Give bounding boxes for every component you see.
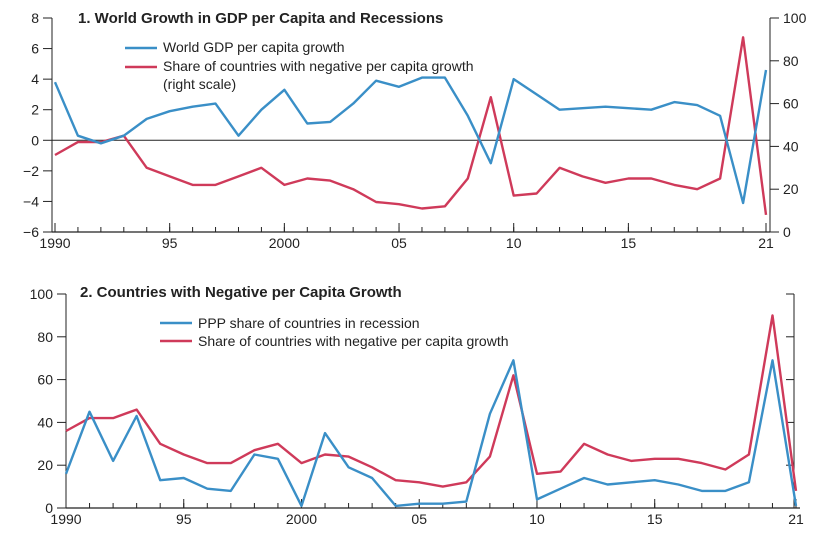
- panel-1-series: [53, 36, 768, 216]
- panel-1-left-tick-label: −6: [23, 224, 39, 240]
- panel-1-x-tick-label: 15: [621, 235, 637, 251]
- panel-1-x-tick-label: 2000: [269, 235, 300, 251]
- panel-2-left-tick-label: 40: [37, 414, 53, 430]
- panel-1-x-tick-label: 21: [758, 235, 774, 251]
- panel-1-right-tick-label: 40: [783, 138, 799, 154]
- panel-2-left-tick-label: 20: [37, 457, 53, 473]
- panel-2-x-tick-label: 21: [788, 511, 804, 527]
- series-line-world-gdp: [53, 69, 768, 205]
- series-line-share-negative: [54, 36, 768, 216]
- panel-2-x-tick-label: 10: [529, 511, 545, 527]
- panel-1-right-tick-label: 60: [783, 96, 799, 112]
- series-line-ppp-share: [64, 359, 798, 508]
- panel-2-legend: PPP share of countries in recession Shar…: [160, 315, 509, 349]
- panel-2-negative-growth: 2. Countries with Negative per Capita Gr…: [30, 284, 804, 527]
- panel-1-title: 1. World Growth in GDP per Capita and Re…: [78, 10, 443, 27]
- panel-1-x-tick-label: 1990: [39, 235, 70, 251]
- panel-2-x-tick-label: 95: [176, 511, 192, 527]
- panel-1-left-tick-label: −2: [23, 163, 39, 179]
- panel-1-left-tick-label: 2: [31, 102, 39, 118]
- panel-2-series: [64, 314, 798, 508]
- panel-1-left-tick-label: 0: [31, 132, 39, 148]
- panel-1-world-growth: 1. World Growth in GDP per Capita and Re…: [23, 10, 807, 251]
- panel-2-x-tick-label: 1990: [50, 511, 81, 527]
- panel-1-right-tick-label: 20: [783, 181, 799, 197]
- legend-label-share-negative-2: Share of countries with negative per cap…: [198, 333, 509, 349]
- panel-1-right-tick-label: 80: [783, 53, 799, 69]
- panel-2-left-tick-label: 80: [37, 329, 53, 345]
- panel-1-left-tick-label: 4: [31, 71, 39, 87]
- panel-1-left-tick-label: 6: [31, 41, 39, 57]
- legend-label-world-gdp: World GDP per capita growth: [163, 39, 345, 55]
- panel-1-x-tick-label: 10: [506, 235, 522, 251]
- panel-1-right-tick-label: 100: [783, 10, 807, 26]
- panel-1-left-tick-label: −4: [23, 193, 39, 209]
- legend-label-share-negative: Share of countries with negative per cap…: [163, 58, 474, 74]
- panel-2-left-tick-label: 0: [45, 500, 53, 516]
- legend-label-ppp-share: PPP share of countries in recession: [198, 315, 420, 331]
- panel-2-left-tick-label: 60: [37, 372, 53, 388]
- panel-2-title: 2. Countries with Negative per Capita Gr…: [80, 284, 402, 301]
- panel-2-left-tick-label: 100: [30, 286, 54, 302]
- legend-label-right-scale: (right scale): [163, 76, 236, 92]
- panel-1-left-tick-label: 8: [31, 10, 39, 26]
- panel-1-x-tick-label: 05: [391, 235, 407, 251]
- panel-1-x-tick-label: 95: [162, 235, 178, 251]
- panel-1-right-tick-label: 0: [783, 224, 791, 240]
- panel-1-legend: World GDP per capita growth Share of cou…: [125, 39, 474, 92]
- panel-2-x-tick-label: 2000: [286, 511, 317, 527]
- panel-2-x-tick-label: 05: [411, 511, 427, 527]
- series-line-share-negative-2: [65, 314, 798, 492]
- panel-2-x-tick-label: 15: [647, 511, 663, 527]
